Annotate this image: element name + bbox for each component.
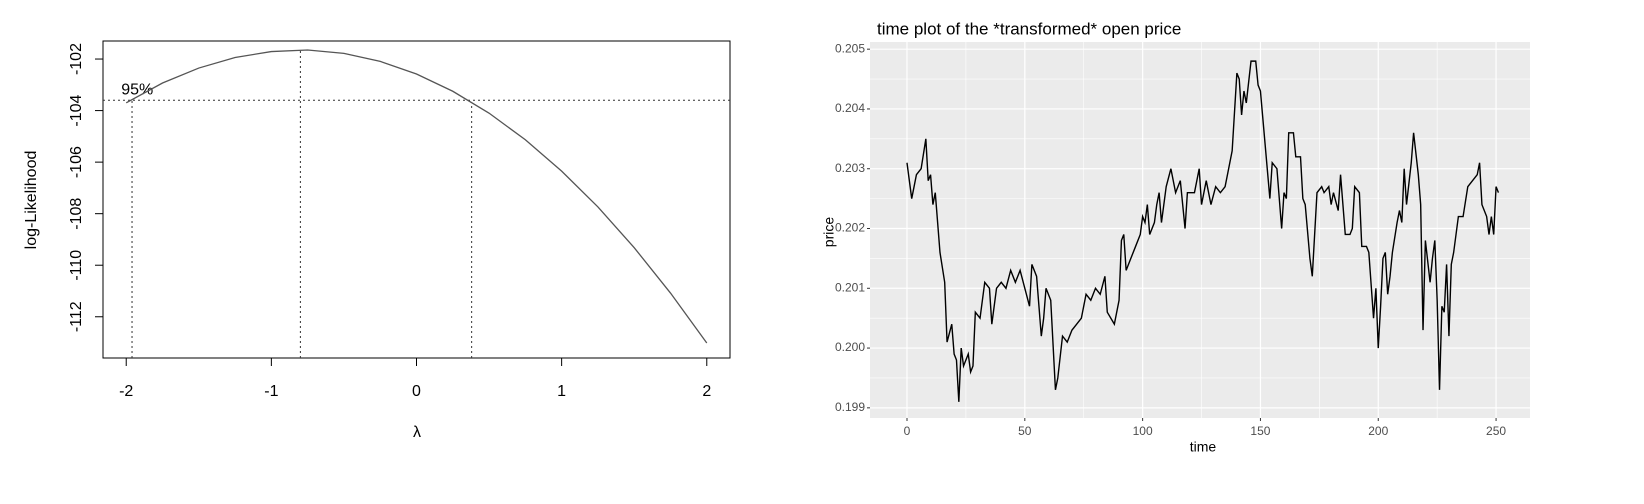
timeplot-chart: time plot of the *transformed* open pric… — [821, 19, 1530, 455]
annotation: 95% — [121, 81, 153, 98]
y-tick-label: 0.204 — [835, 101, 865, 115]
data-line — [125, 49, 708, 344]
y-tick-label: 0.205 — [835, 41, 865, 55]
y-tick-label: -108 — [68, 198, 85, 230]
y-tick-label: -102 — [68, 43, 85, 75]
panel-background — [870, 42, 1530, 418]
x-tick-label: 250 — [1486, 424, 1506, 438]
x-tick-label: -2 — [119, 383, 133, 400]
x-axis-label: λ — [413, 424, 421, 441]
y-tick-label: 0.201 — [835, 280, 865, 294]
x-axis-label: time — [1190, 439, 1217, 455]
y-tick-label: 0.203 — [835, 161, 865, 175]
x-tick-label: 50 — [1018, 424, 1032, 438]
x-tick-label: 200 — [1368, 424, 1388, 438]
y-axis-label: price — [821, 217, 837, 248]
boxcox-chart: λ log-Likelihood -2 -1 0 1 2 -112 -110 -108 -106… — [23, 40, 731, 441]
x-tick-label: -1 — [264, 383, 278, 400]
y-tick-label: 0.199 — [835, 400, 865, 414]
y-tick-label: -106 — [68, 146, 85, 178]
y-tick-label: 0.202 — [835, 221, 865, 235]
x-tick-label: 100 — [1133, 424, 1153, 438]
chart-title: time plot of the *transformed* open pric… — [877, 19, 1181, 38]
y-tick-label: -112 — [68, 301, 85, 332]
y-tick-label: 0.200 — [835, 340, 865, 354]
x-tick-label: 2 — [702, 383, 711, 400]
x-tick-label: 0 — [412, 383, 421, 400]
x-tick-label: 0 — [904, 424, 911, 438]
plot-frame — [102, 40, 731, 359]
x-tick-label: 150 — [1250, 424, 1270, 438]
data-line — [906, 60, 1500, 402]
y-tick-label: -110 — [68, 250, 85, 281]
y-axis-label: log-Likelihood — [23, 151, 40, 250]
x-tick-label: 1 — [557, 383, 566, 400]
y-tick-label: -104 — [68, 94, 85, 126]
